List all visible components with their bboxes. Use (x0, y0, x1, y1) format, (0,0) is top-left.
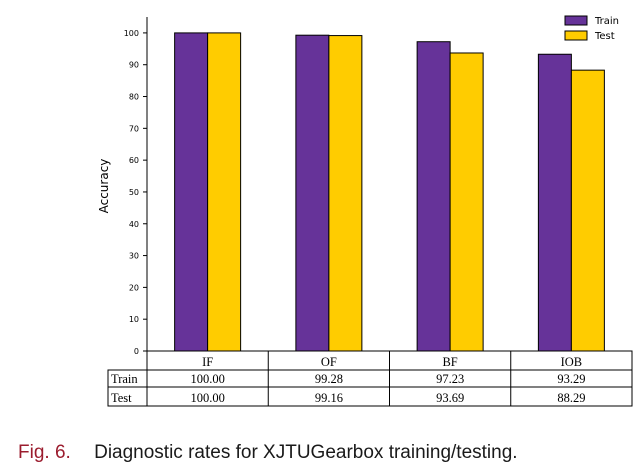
table-cell-test-iob: 88.29 (557, 391, 585, 405)
y-tick-label-100: 100 (124, 29, 139, 38)
legend: Train Test (564, 15, 619, 42)
bar-test-of (328, 35, 363, 352)
table-cell-train-bf: 97.23 (436, 372, 464, 386)
figure-number: Fig. 6. (18, 442, 71, 463)
y-axis-label: Accuracy (97, 159, 111, 214)
table-cell-test-bf: 93.69 (436, 391, 464, 405)
table-body-outline (107, 369, 633, 407)
y-tick-label-40: 40 (129, 220, 139, 229)
bar-test-iob (570, 69, 605, 352)
table-cell-train-iob: 93.29 (557, 372, 585, 386)
y-tick-label-30: 30 (129, 252, 139, 261)
legend-label-train: Train (594, 16, 619, 27)
x-tick-label-if: IF (202, 355, 213, 369)
bar-train-iob (537, 53, 572, 352)
x-tick-label-iob: IOB (561, 355, 583, 369)
figure-caption: Fig. 6. Diagnostic rates for XJTUGearbox… (18, 442, 518, 464)
bar-test-bf (449, 52, 484, 352)
caption-text: Diagnostic rates for XJTUGearbox trainin… (94, 442, 518, 463)
y-tick-label-90: 90 (129, 61, 139, 70)
y-tick-label-60: 60 (129, 156, 139, 165)
y-tick-label-70: 70 (129, 124, 139, 133)
table-cell-test-if: 100.00 (190, 391, 224, 405)
data-table: IF OF BF IOB Train 100.00 99.28 97.23 93.29 Test 1… (107, 350, 633, 407)
table-row-label-train: Train (111, 372, 138, 386)
y-tick-label-10: 10 (129, 315, 139, 324)
legend-label-test: Test (594, 31, 615, 42)
x-tick-label-bf: BF (442, 355, 457, 369)
legend-swatch-train (564, 15, 588, 26)
y-tick-label-50: 50 (129, 188, 139, 197)
bar-train-of (295, 34, 330, 352)
bar-train-if (174, 32, 209, 352)
table-cell-train-of: 99.28 (315, 372, 343, 386)
table-cell-test-of: 99.16 (315, 391, 343, 405)
table-cell-train-if: 100.00 (190, 372, 224, 386)
bar-test-if (207, 32, 242, 352)
y-tick-label-20: 20 (129, 283, 139, 292)
axes-layer: 0 10 20 30 40 50 60 70 80 90 100 (124, 17, 148, 356)
legend-swatch-test (564, 30, 588, 41)
bar-train-bf (416, 41, 451, 352)
y-tick-label-80: 80 (129, 93, 139, 102)
y-tick-label-0: 0 (134, 347, 139, 356)
bars-layer (174, 32, 605, 352)
table-row-label-test: Test (111, 391, 132, 405)
x-tick-label-of: OF (321, 355, 337, 369)
